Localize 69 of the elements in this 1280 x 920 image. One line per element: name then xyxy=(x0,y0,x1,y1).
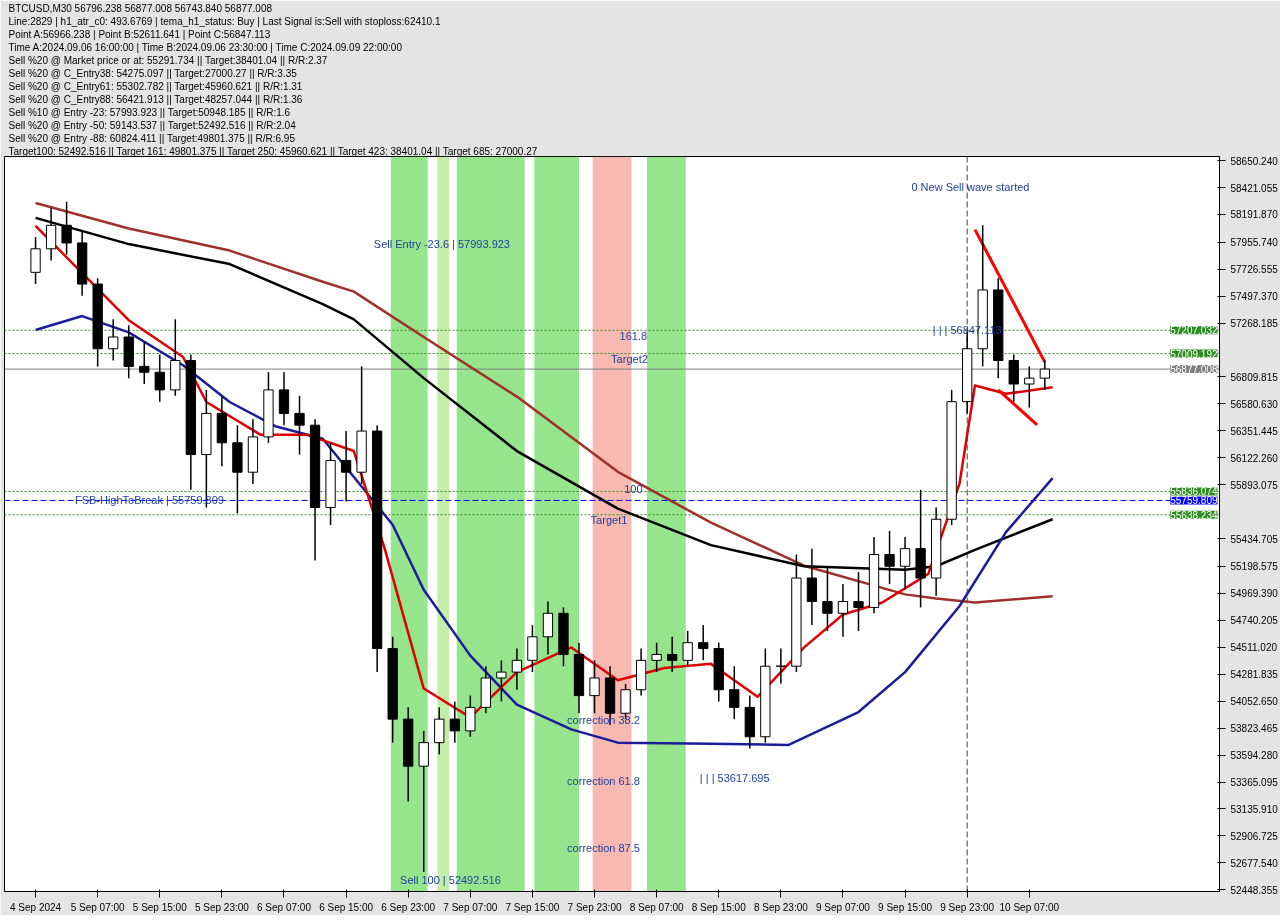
ref-line-label: 56877.008 xyxy=(1170,364,1218,376)
x-tick-label: 5 Sep 07:00 xyxy=(70,901,126,913)
annotation: Sell Entry -23.6 | 57993.923 xyxy=(373,237,510,250)
y-tick-label: 54281.835 xyxy=(1230,669,1279,681)
ref-line-label: 57207.032 xyxy=(1170,325,1218,337)
text: Sell %10 @ Entry -23: 57993.923 || Target:50948.185 || R/R:1.6 xyxy=(8,106,291,118)
y-tick-label: 54740.205 xyxy=(1230,615,1279,627)
y-tick-label: 58191.870 xyxy=(1230,209,1279,221)
y-tick-label: 54052.650 xyxy=(1230,696,1279,708)
text: Sell %20 @ Entry -50: 59143.537 || Target:52492.516 || R/R:2.04 xyxy=(8,119,297,131)
x-tick-label: 6 Sep 23:00 xyxy=(381,901,436,913)
text: Sell %20 @ Entry -88: 60824.411 || Target:49801.375 || R/R:6.95 xyxy=(8,132,296,144)
x-tick-label: 7 Sep 07:00 xyxy=(443,901,498,913)
y-tick-label: 58650.240 xyxy=(1230,155,1279,167)
y-tick-label: 52677.540 xyxy=(1230,857,1279,869)
text: Time A:2024.09.06 16:00:00 | Time B:2024.09.06 23:30:00 | Time C:2024.09.09 22:00:00 xyxy=(8,41,403,53)
annotation: Target2 xyxy=(611,352,648,365)
y-tick-label: 55893.075 xyxy=(1230,479,1279,491)
ref-line-label: 55836.074 xyxy=(1170,486,1218,498)
x-tick-label: 5 Sep 15:00 xyxy=(132,901,188,913)
x-tick-label: 5 Sep 23:00 xyxy=(194,901,250,913)
x-tick-label: 8 Sep 07:00 xyxy=(629,901,685,913)
text: Line:2829 | h1_atr_c0: 493.6769 | tema_h1_status: Buy | Last Signal is:Sell with stoploss:62410.1 xyxy=(8,15,441,27)
x-tick-label: 6 Sep 15:00 xyxy=(319,901,374,913)
y-tick-label: 55434.705 xyxy=(1230,533,1279,545)
y-tick-label: 53594.280 xyxy=(1230,750,1279,762)
y-tick-label: 52906.725 xyxy=(1230,830,1279,842)
x-tick-label: 10 Sep 07:00 xyxy=(999,901,1060,913)
annotation: correction 61.8 xyxy=(567,775,640,788)
y-tick-label: 56122.260 xyxy=(1230,452,1279,464)
x-tick-label: 7 Sep 23:00 xyxy=(567,901,622,913)
y-tick-label: 52448.355 xyxy=(1230,884,1279,896)
x-tick-label: 4 Sep 2024 xyxy=(9,901,62,913)
x-tick-label: 9 Sep 07:00 xyxy=(816,901,871,913)
x-tick-label: 8 Sep 15:00 xyxy=(691,901,747,913)
y-tick-label: 57955.740 xyxy=(1230,237,1279,249)
x-tick-label: 9 Sep 23:00 xyxy=(940,901,995,913)
x-tick-label: 8 Sep 23:00 xyxy=(753,901,809,913)
ref-line-label: 55759.809 xyxy=(1170,495,1218,507)
text: Sell %20 @ C_Entry88: 56421.913 || Target:48257.044 || R/R:1.36 xyxy=(8,93,303,105)
annotation: 0 New Sell wave started xyxy=(911,180,1030,193)
x-tick-label: 6 Sep 07:00 xyxy=(257,901,312,913)
y-tick-label: 55198.575 xyxy=(1230,561,1279,573)
annotation: correction 87.5 xyxy=(567,842,640,855)
y-tick-label: 57497.370 xyxy=(1230,291,1279,303)
y-tick-label: 57726.555 xyxy=(1230,264,1279,276)
y-tick-label: 57268.185 xyxy=(1230,318,1279,330)
y-tick-label: 56351.445 xyxy=(1230,425,1279,437)
y-tick-label: 58421.055 xyxy=(1230,182,1279,194)
text: Sell %20 @ Market price or at: 55291.734 || Target:38401.04 || R/R:2.37 xyxy=(8,54,328,66)
text: Sell %20 @ C_Entry61: 55302.782 || Target:45960.621 || R/R:1.31 xyxy=(8,80,303,92)
text: Point A:56966.238 | Point B:52611.641 | Point C:56847.113 xyxy=(8,28,271,40)
y-tick-label: 53823.465 xyxy=(1230,723,1279,735)
y-tick-label: 54969.390 xyxy=(1230,588,1279,600)
ref-line-label: 57009.192 xyxy=(1170,348,1218,360)
text: Sell %20 @ C_Entry38: 54275.097 || Target:27000.27 || R/R:3.35 xyxy=(8,67,298,79)
x-tick-label: 9 Sep 15:00 xyxy=(878,901,933,913)
y-tick-label: 54511.020 xyxy=(1230,642,1278,654)
x-tick-label: 7 Sep 15:00 xyxy=(505,901,560,913)
text: BTCUSD,M30 56796.238 56877.008 56743.840 56877.008 xyxy=(8,2,273,14)
y-tick-label: 53135.910 xyxy=(1230,803,1279,815)
annotation: Target1 xyxy=(590,513,628,526)
y-tick-label: 53365.095 xyxy=(1230,777,1279,789)
y-tick-label: 56809.815 xyxy=(1230,371,1279,383)
annotation: | | | 53617.695 xyxy=(699,772,770,785)
annotation: 161.8 xyxy=(619,329,648,342)
y-tick-label: 56580.630 xyxy=(1230,398,1279,410)
ref-line-label: 55638.234 xyxy=(1170,509,1218,521)
annotation: 100 xyxy=(624,482,643,495)
